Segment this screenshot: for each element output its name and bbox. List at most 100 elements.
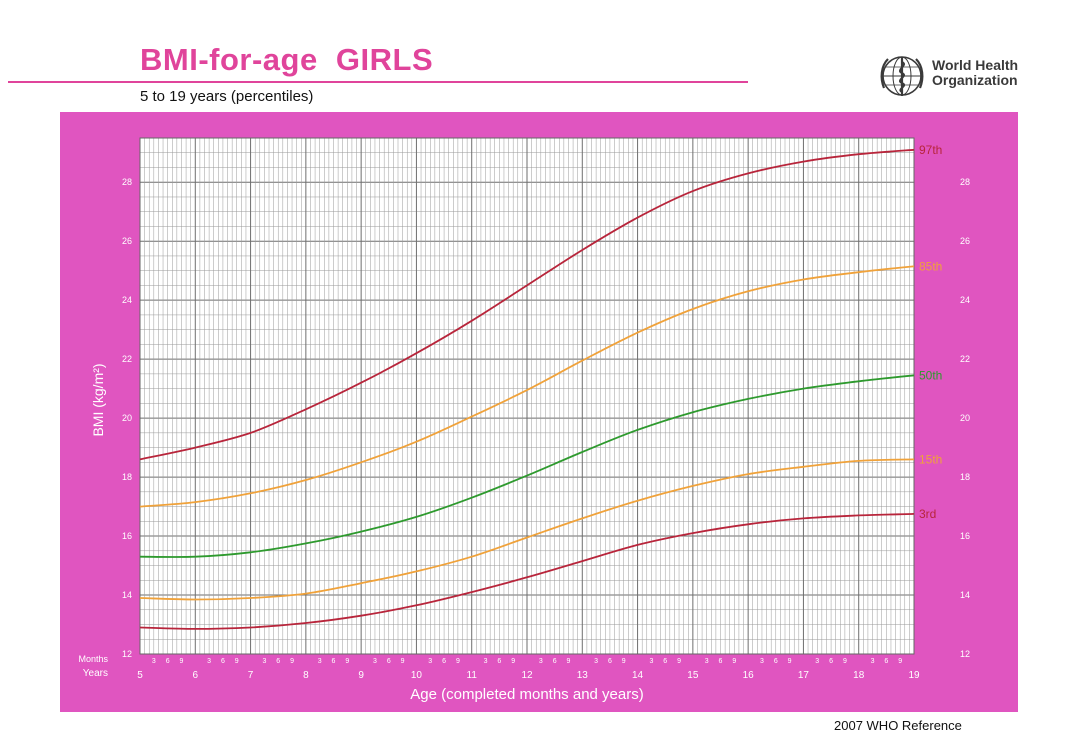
page-title: BMI-for-age GIRLS <box>140 42 434 77</box>
year-tick-label: 15 <box>687 670 699 681</box>
month-tick-label: 9 <box>235 658 239 665</box>
y-tick-right: 26 <box>960 236 970 246</box>
year-tick-label: 18 <box>853 670 865 681</box>
month-tick-label: 3 <box>760 658 764 665</box>
month-tick-label: 9 <box>843 658 847 665</box>
month-tick-label: 3 <box>539 658 543 665</box>
series-label-85th: 85th <box>919 259 942 273</box>
month-tick-label: 9 <box>732 658 736 665</box>
month-tick-label: 9 <box>788 658 792 665</box>
month-tick-label: 3 <box>262 658 266 665</box>
month-tick-label: 6 <box>276 658 280 665</box>
org-name-line1: World Health <box>932 57 1019 73</box>
year-tick-label: 11 <box>467 670 478 681</box>
month-tick-label: 3 <box>815 658 819 665</box>
series-label-3rd: 3rd <box>919 507 936 521</box>
y-tick-right: 14 <box>960 590 970 600</box>
y-tick-left: 20 <box>122 413 132 423</box>
y-tick-left: 28 <box>122 177 132 187</box>
month-tick-label: 3 <box>428 658 432 665</box>
year-tick-label: 16 <box>743 670 755 681</box>
org-name-line2: Organization <box>932 72 1018 88</box>
series-line-97th <box>139 148 915 461</box>
plot-border <box>139 137 915 655</box>
y-tick-left: 26 <box>122 236 132 246</box>
reference-note: 2007 WHO Reference <box>834 718 962 733</box>
month-tick-label: 3 <box>871 658 875 665</box>
x-axis-title: Age (completed months and years) <box>410 686 643 703</box>
month-tick-label: 9 <box>567 658 571 665</box>
series-label-50th: 50th <box>919 368 942 382</box>
who-logo: World Health Organization <box>878 52 1028 100</box>
y-tick-right: 20 <box>960 413 970 423</box>
who-emblem-icon <box>880 56 924 96</box>
year-tick-label: 9 <box>358 670 364 681</box>
year-tick-label: 17 <box>798 670 810 681</box>
month-tick-label: 6 <box>884 658 888 665</box>
month-tick-label: 6 <box>608 658 612 665</box>
y-tick-left: 24 <box>122 295 132 305</box>
y-tick-right: 24 <box>960 295 970 305</box>
title-underline <box>8 81 748 83</box>
series-line-50th <box>139 374 915 558</box>
y-tick-right: 16 <box>960 531 970 541</box>
y-axis-title: BMI (kg/m²) <box>90 363 106 436</box>
month-tick-label: 6 <box>829 658 833 665</box>
month-tick-label: 6 <box>387 658 391 665</box>
month-tick-label: 6 <box>332 658 336 665</box>
month-tick-label: 9 <box>622 658 626 665</box>
year-tick-label: 8 <box>303 670 309 681</box>
month-tick-label: 9 <box>511 658 515 665</box>
month-tick-label: 3 <box>484 658 488 665</box>
month-tick-label: 6 <box>221 658 225 665</box>
series-label-15th: 15th <box>919 452 942 466</box>
month-tick-label: 3 <box>649 658 653 665</box>
page-subtitle: 5 to 19 years (percentiles) <box>140 88 314 105</box>
year-tick-label: 14 <box>632 670 644 681</box>
month-tick-label: 9 <box>898 658 902 665</box>
month-tick-label: 9 <box>401 658 405 665</box>
y-tick-left: 14 <box>122 590 132 600</box>
year-tick-label: 5 <box>137 670 143 681</box>
month-tick-label: 6 <box>719 658 723 665</box>
y-tick-left: 12 <box>122 649 132 659</box>
series-line-85th <box>139 265 915 508</box>
month-tick-label: 3 <box>318 658 322 665</box>
month-tick-label: 3 <box>373 658 377 665</box>
month-tick-label: 9 <box>180 658 184 665</box>
month-tick-label: 6 <box>166 658 170 665</box>
year-tick-label: 13 <box>577 670 589 681</box>
year-tick-label: 10 <box>411 670 423 681</box>
y-tick-right: 22 <box>960 354 970 364</box>
year-tick-label: 7 <box>248 670 254 681</box>
year-tick-label: 19 <box>908 670 920 681</box>
month-tick-label: 6 <box>553 658 557 665</box>
month-tick-label: 6 <box>497 658 501 665</box>
month-tick-label: 9 <box>677 658 681 665</box>
year-tick-label: 12 <box>521 670 533 681</box>
y-tick-right: 28 <box>960 177 970 187</box>
month-tick-label: 3 <box>152 658 156 665</box>
grid <box>139 137 915 655</box>
y-tick-left: 18 <box>122 472 132 482</box>
month-tick-label: 6 <box>442 658 446 665</box>
who-wordmark: World Health Organization <box>932 58 1018 88</box>
year-tick-label: 6 <box>193 670 199 681</box>
y-tick-right: 12 <box>960 649 970 659</box>
month-tick-label: 9 <box>456 658 460 665</box>
series-label-97th: 97th <box>919 143 942 157</box>
month-tick-label: 3 <box>207 658 211 665</box>
month-tick-label: 9 <box>345 658 349 665</box>
years-row-label: Years <box>83 668 108 679</box>
y-tick-left: 22 <box>122 354 132 364</box>
series-line-15th <box>139 458 915 601</box>
month-tick-label: 9 <box>290 658 294 665</box>
month-tick-label: 3 <box>705 658 709 665</box>
y-tick-left: 16 <box>122 531 132 541</box>
months-row-label: Months <box>78 654 108 664</box>
month-tick-label: 6 <box>774 658 778 665</box>
month-tick-label: 3 <box>594 658 598 665</box>
series-line-3rd <box>139 513 915 630</box>
y-tick-right: 18 <box>960 472 970 482</box>
